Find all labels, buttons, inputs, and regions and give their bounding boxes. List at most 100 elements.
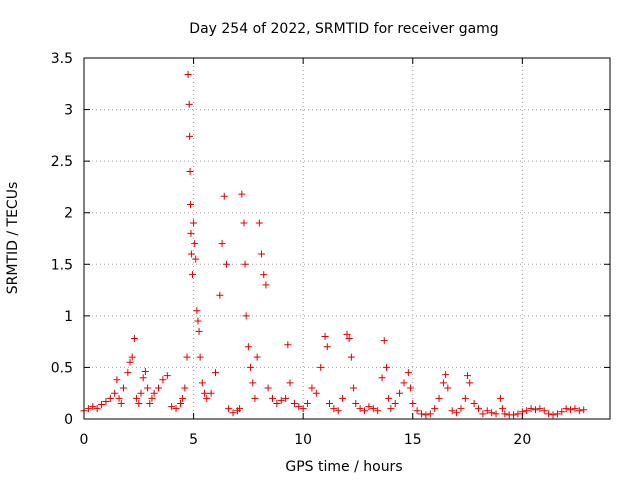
data-point [273, 400, 281, 408]
y-tick-label: 2.5 [51, 154, 73, 170]
y-axis-label: SRMTID / TECUs [5, 182, 21, 295]
x-tick-label: 10 [294, 432, 312, 448]
data-point [531, 406, 539, 414]
data-point [350, 384, 358, 392]
data-point [345, 335, 353, 343]
data-point [461, 394, 469, 402]
data-point [179, 394, 187, 402]
y-tick-label: 0 [64, 412, 73, 428]
data-point [492, 410, 500, 418]
data-point [540, 407, 548, 415]
data-point [148, 394, 156, 402]
data-point [117, 400, 125, 408]
data-point [159, 376, 167, 384]
data-point [130, 335, 138, 343]
y-tick-label: 1.5 [51, 257, 73, 273]
data-point [374, 407, 382, 415]
x-tick-label: 15 [404, 432, 422, 448]
data-point [466, 379, 474, 387]
data-point [188, 271, 196, 279]
data-point [218, 240, 226, 248]
data-point [84, 405, 92, 413]
data-point [378, 374, 386, 382]
data-point [187, 200, 195, 208]
data-point [203, 394, 211, 402]
data-point [400, 379, 408, 387]
x-tick-label: 20 [513, 432, 531, 448]
data-point [128, 353, 136, 361]
data-point [448, 407, 456, 415]
x-axis-label: GPS time / hours [285, 459, 402, 475]
data-point [558, 408, 566, 416]
data-point [499, 405, 507, 413]
data-point [352, 400, 360, 408]
data-point [133, 394, 141, 402]
data-point [501, 410, 509, 418]
data-point [251, 394, 259, 402]
data-point [201, 389, 209, 397]
data-point [295, 403, 303, 411]
data-point [479, 410, 487, 418]
data-point [113, 376, 121, 384]
data-point [553, 410, 561, 418]
data-point [195, 327, 203, 335]
data-point [304, 400, 312, 408]
data-point [262, 281, 270, 289]
x-tick-label: 0 [80, 432, 89, 448]
data-point [562, 405, 570, 413]
data-point [207, 389, 215, 397]
data-point [93, 405, 101, 413]
data-point [439, 379, 447, 387]
data-point [325, 400, 333, 408]
data-point [317, 363, 325, 371]
data-point [321, 332, 329, 340]
data-point [186, 167, 194, 175]
data-point [435, 394, 443, 402]
data-point [545, 410, 553, 418]
data-point [236, 405, 244, 413]
data-point [198, 379, 206, 387]
data-point [194, 317, 202, 325]
data-point [483, 407, 491, 415]
data-point [249, 379, 257, 387]
data-point [343, 330, 351, 338]
data-point [191, 240, 199, 248]
data-point [184, 71, 192, 79]
data-point [514, 410, 522, 418]
data-point [255, 219, 263, 227]
data-point [124, 369, 132, 377]
data-point [418, 410, 426, 418]
axis-ticks: 0 0.5 1 1.5 2 2.5 3 3.5 0 5 10 15 20 [51, 51, 610, 448]
data-point [365, 403, 373, 411]
data-point [181, 384, 189, 392]
data-point [172, 405, 180, 413]
data-point [567, 406, 575, 414]
data-point [258, 250, 266, 258]
data-point [312, 389, 320, 397]
data-point [527, 405, 535, 413]
data-point [339, 394, 347, 402]
data-point [369, 405, 377, 413]
data-point [241, 260, 249, 268]
data-point [238, 190, 246, 198]
data-point [536, 405, 544, 413]
y-tick-label: 3.5 [51, 51, 73, 67]
data-point [422, 411, 430, 419]
data-point [150, 389, 158, 397]
data-point [413, 407, 421, 415]
y-tick-label: 2 [64, 206, 73, 222]
data-point [407, 384, 415, 392]
data-point [277, 396, 285, 404]
data-point [488, 409, 496, 417]
data-point [571, 405, 579, 413]
data-point [299, 405, 307, 413]
data-point [268, 394, 276, 402]
data-point [380, 337, 388, 345]
data-point [496, 394, 504, 402]
data-point [196, 353, 204, 361]
data-point [347, 353, 355, 361]
chart-title: Day 254 of 2022, SRMTID for receiver gam… [189, 21, 498, 37]
data-point [139, 374, 147, 382]
data-point [387, 405, 395, 413]
